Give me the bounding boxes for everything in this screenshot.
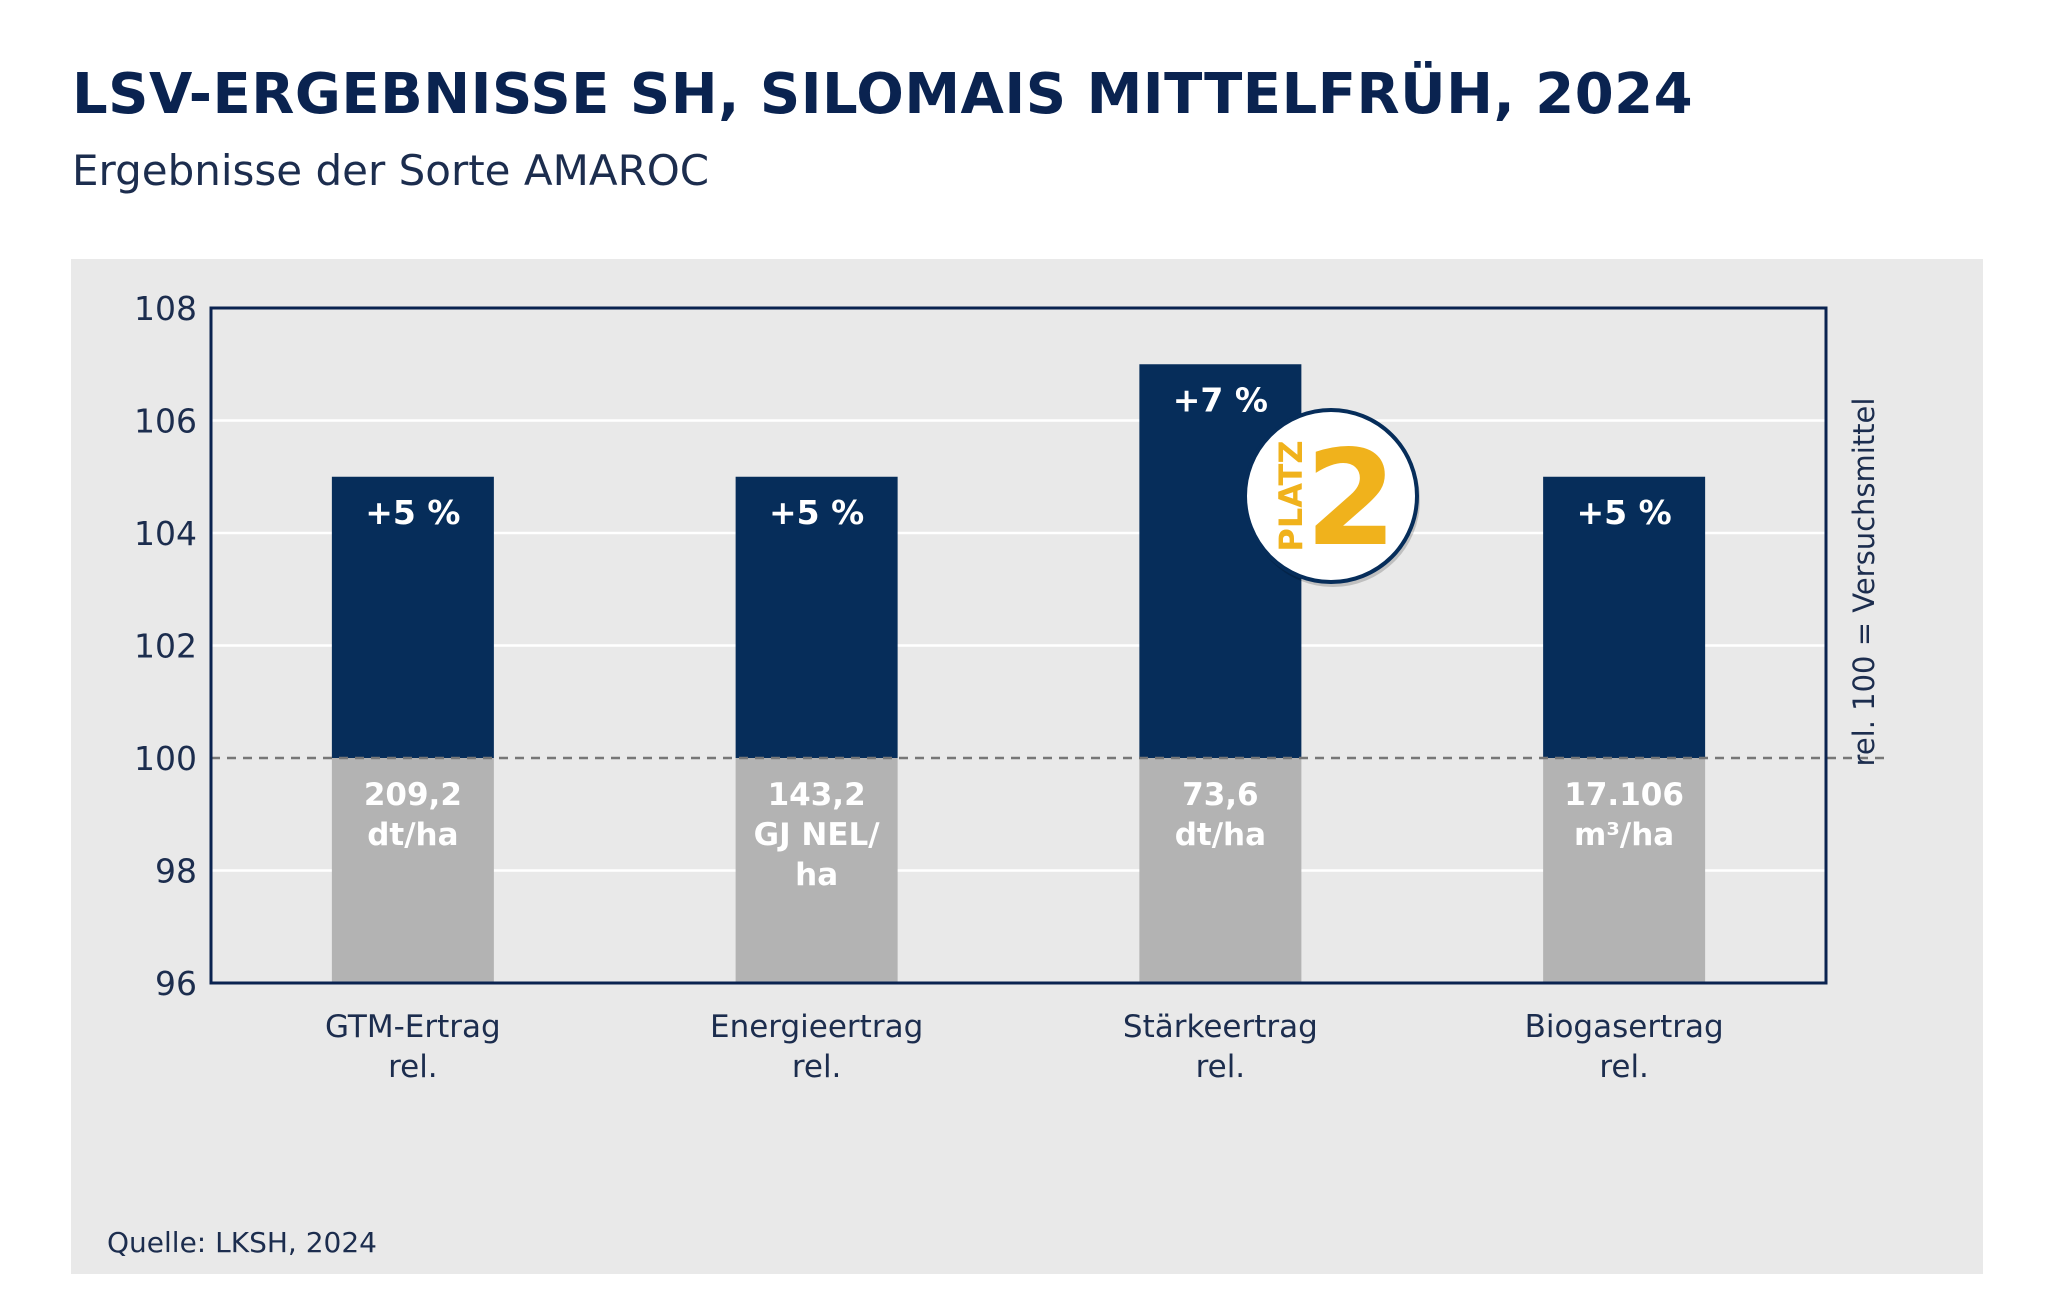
source-note: Quelle: LKSH, 2024 (107, 1226, 377, 1259)
bar-absolute-label: 143,2 (768, 777, 866, 813)
plot-frame (209, 306, 1828, 985)
x-tick-label: rel. (792, 1049, 842, 1085)
y-tick-label: 108 (134, 289, 197, 328)
y-tick-label: 96 (155, 964, 197, 1003)
bar-absolute-label: 17.106 (1564, 777, 1684, 813)
bar-base (735, 758, 898, 983)
bar-base (1543, 758, 1706, 983)
bar-base (1139, 758, 1302, 983)
bar-absolute-label: m³/ha (1574, 817, 1674, 853)
x-tick-label: Biogasertrag (1525, 1009, 1724, 1045)
bar-absolute-label: 209,2 (364, 777, 462, 813)
badge-circle (1243, 408, 1419, 584)
x-tick-label: Energieertrag (710, 1009, 923, 1045)
y-tick-label: 106 (134, 402, 197, 441)
bar-value (331, 476, 494, 758)
bar-absolute-label: dt/ha (1175, 817, 1266, 853)
y-tick-label: 104 (134, 514, 197, 553)
chart-title: LSV-ERGEBNISSE SH, SILOMAIS MITTELFRÜH, … (72, 62, 1694, 127)
x-tick-label: GTM-Ertrag (325, 1009, 501, 1045)
y-tick-label: 98 (155, 852, 197, 891)
bar-absolute-label: 73,6 (1182, 777, 1259, 813)
x-tick-label: rel. (1196, 1049, 1246, 1085)
y-tick-label: 100 (134, 739, 197, 778)
bar-value (1543, 476, 1706, 758)
y-axis-label-right: rel. 100 = Versuchsmittel (1847, 398, 1881, 767)
x-tick-label: rel. (388, 1049, 438, 1085)
x-tick-label: rel. (1599, 1049, 1649, 1085)
bar-base (331, 758, 494, 983)
badge-label: PLATZ (1272, 440, 1310, 551)
bar-percent-label: +5 % (1577, 493, 1672, 532)
chart-subtitle: Ergebnisse der Sorte AMAROC (72, 146, 710, 195)
bar-absolute-label: ha (795, 857, 838, 893)
bar-percent-label: +5 % (769, 493, 864, 532)
bar-value (735, 476, 898, 758)
bar-percent-label: +7 % (1173, 380, 1268, 419)
bar-absolute-label: GJ NEL/ (754, 817, 881, 853)
bar-chart: +5 % 209,2 dt/ha GTM-Ertrag rel. +5 % 143,2 GJ … (134, 289, 1891, 1085)
badge-number: 2 (1305, 422, 1397, 576)
chart-panel: +5 % 209,2 dt/ha GTM-Ertrag rel. +5 % 143,2 GJ … (71, 259, 1983, 1274)
bar-absolute-label: dt/ha (367, 817, 458, 853)
x-tick-label: Stärkeertrag (1123, 1009, 1318, 1045)
y-tick-label: 102 (134, 627, 197, 666)
bar-percent-label: +5 % (365, 493, 460, 532)
